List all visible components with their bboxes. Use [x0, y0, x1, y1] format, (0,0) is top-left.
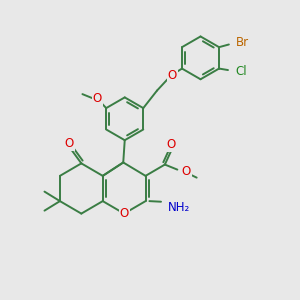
Text: O: O — [93, 92, 102, 105]
Text: Cl: Cl — [236, 65, 247, 78]
Text: O: O — [65, 137, 74, 150]
Text: O: O — [168, 69, 177, 82]
Text: Br: Br — [236, 36, 248, 49]
Text: O: O — [182, 165, 191, 178]
Text: NH₂: NH₂ — [167, 201, 190, 214]
Text: O: O — [119, 207, 129, 220]
Text: O: O — [167, 138, 176, 152]
